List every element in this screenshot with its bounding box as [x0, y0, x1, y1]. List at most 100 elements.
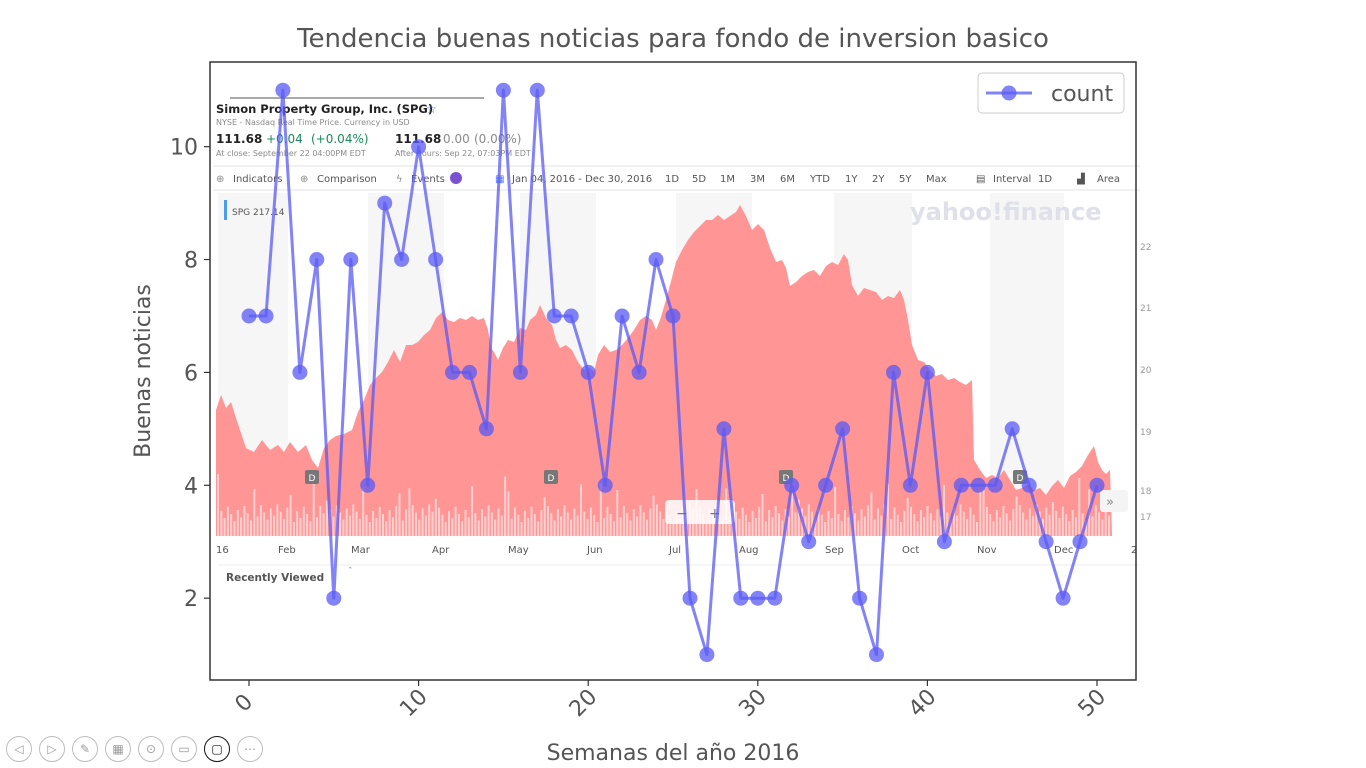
data-point — [580, 364, 596, 380]
volume-bar — [672, 522, 675, 536]
interval-label[interactable]: Interval — [993, 174, 1031, 185]
date-range[interactable]: Jan 04, 2016 - Dec 30, 2016 — [511, 174, 652, 185]
range-button-5d[interactable]: 5D — [692, 174, 706, 185]
volume-bar — [325, 500, 328, 536]
more-icon[interactable]: ⋯ — [237, 736, 263, 762]
events-plus-icon[interactable] — [450, 172, 462, 184]
volume-bar — [761, 494, 764, 536]
dividend-marker[interactable] — [544, 470, 558, 484]
volume-bar — [395, 506, 398, 536]
scroll-right-button[interactable] — [1100, 490, 1128, 512]
subtitles-icon[interactable]: ▭ — [171, 736, 197, 762]
volume-bar — [995, 510, 998, 536]
volume-bar — [936, 509, 939, 536]
month-label: Mar — [351, 545, 371, 556]
volume-bar — [368, 522, 371, 536]
interval-icon[interactable]: ▤ — [976, 174, 985, 185]
next-icon[interactable]: ▷ — [39, 736, 65, 762]
volume-bar — [408, 488, 411, 536]
zoom-icon[interactable]: ⊙ — [138, 736, 164, 762]
volume-bar — [494, 519, 497, 536]
chevron-up-icon[interactable]: ˆ — [348, 566, 353, 577]
data-point — [648, 252, 664, 267]
range-button-ytd[interactable]: YTD — [809, 174, 830, 185]
volume-bar — [629, 520, 632, 536]
comparison-button[interactable]: Comparison — [317, 174, 377, 185]
volume-bar — [1078, 478, 1081, 536]
dividend-marker[interactable] — [305, 470, 319, 484]
range-button-1m[interactable]: 1M — [720, 174, 735, 185]
volume-bar — [286, 507, 289, 536]
data-point — [919, 364, 935, 380]
data-point — [665, 308, 681, 324]
close-change-pct: (+0.04%) — [311, 132, 369, 146]
chart-type-icon[interactable]: ▟ — [1076, 172, 1085, 185]
volume-bar — [243, 506, 246, 536]
month-labels: 16 Feb Mar Apr May Jun Jul Aug Sep Oct Nov Dec 2 — [216, 545, 1137, 556]
volume-bar — [537, 521, 540, 536]
volume-bar — [748, 522, 751, 536]
volume-bar — [415, 512, 417, 536]
volume-bar — [1068, 521, 1071, 536]
volume-bar — [840, 521, 843, 536]
volume-bar — [992, 521, 995, 536]
double-chevron-right-icon[interactable]: » — [1106, 495, 1114, 510]
volume-bar — [797, 499, 800, 536]
data-point — [258, 308, 274, 324]
volume-bar — [972, 514, 975, 536]
events-button[interactable]: Events — [411, 174, 445, 185]
volume-bar — [886, 483, 889, 536]
volume-bar — [358, 518, 361, 536]
data-point — [241, 308, 257, 324]
volume-bar — [1081, 513, 1084, 536]
grid-icon[interactable]: ▦ — [105, 736, 131, 762]
range-button-max[interactable]: Max — [926, 174, 947, 185]
dividend-marker-label: D — [548, 474, 555, 484]
volume-bar — [649, 508, 652, 536]
indicators-button[interactable]: Indicators — [233, 174, 282, 185]
range-button-1y[interactable]: 1Y — [845, 174, 858, 185]
prev-icon[interactable]: ◁ — [6, 736, 32, 762]
star-icon[interactable]: ☆ — [426, 102, 437, 116]
volume-bar — [857, 520, 860, 536]
volume-bar — [510, 518, 513, 536]
camera-icon[interactable]: ▢ — [204, 736, 230, 762]
volume-bar — [1071, 510, 1074, 536]
volume-bar — [646, 519, 648, 536]
volume-bar — [807, 504, 810, 536]
volume-bar — [751, 510, 754, 536]
volume-bar — [900, 522, 903, 536]
volume-bar — [352, 504, 355, 536]
data-point — [953, 477, 969, 493]
background-stock-screenshot: Simon Property Group, Inc. (SPG) ☆ NYSE … — [213, 62, 1153, 592]
comparison-icon[interactable]: ⊕ — [300, 174, 308, 185]
price-axis-tick: 22 — [1140, 243, 1151, 253]
range-button-1d[interactable]: 1D — [665, 174, 679, 185]
volume-bar — [844, 510, 846, 536]
pen-icon[interactable]: ✎ — [72, 736, 98, 762]
volume-bar — [504, 476, 507, 536]
exchange-line: NYSE - Nasdaq Real Time Price. Currency … — [216, 118, 410, 127]
zoom-in-icon[interactable]: + — [709, 506, 721, 522]
volume-bar — [609, 514, 612, 536]
close-price: 111.68 — [216, 132, 262, 146]
month-label: Jul — [668, 545, 681, 556]
range-button-2y[interactable]: 2Y — [872, 174, 885, 185]
indicators-icon[interactable]: ⊕ — [216, 174, 224, 185]
volume-bar — [603, 518, 606, 536]
range-button-3m[interactable]: 3M — [750, 174, 765, 185]
volume-bar — [1058, 518, 1061, 536]
data-point — [495, 82, 511, 98]
volume-bar — [827, 510, 830, 536]
chart-type[interactable]: Area — [1097, 174, 1120, 185]
zoom-out-icon[interactable]: − — [676, 506, 688, 522]
volume-bar — [814, 518, 817, 536]
range-button-6m[interactable]: 6M — [780, 174, 795, 185]
interval-value[interactable]: 1D — [1038, 174, 1052, 185]
volume-bar — [622, 506, 625, 536]
volume-bar — [949, 519, 952, 536]
events-icon[interactable]: ϟ — [396, 174, 403, 185]
range-button-5y[interactable]: 5Y — [899, 174, 912, 185]
volume-bar — [728, 515, 731, 536]
